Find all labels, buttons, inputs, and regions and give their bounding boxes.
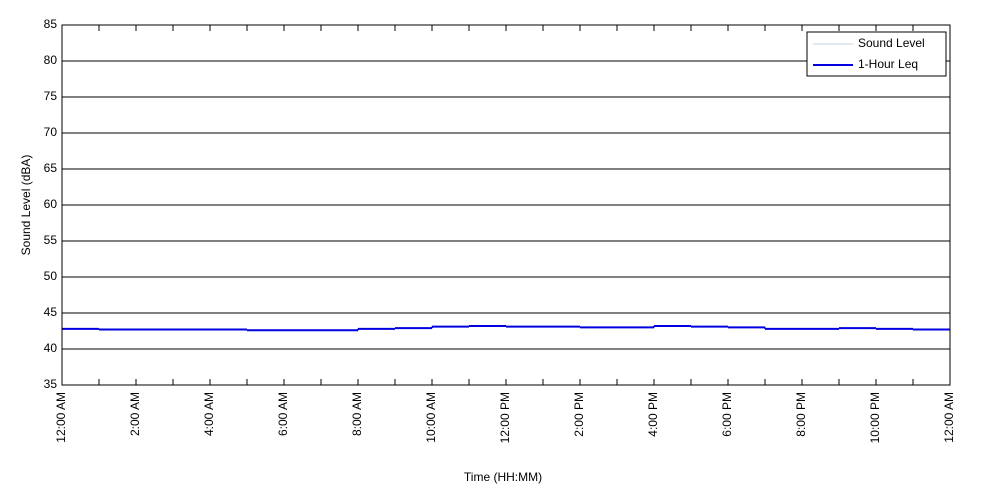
x-tick-label: 12:00 AM bbox=[54, 392, 68, 443]
x-tick-label: 2:00 AM bbox=[128, 392, 142, 436]
x-tick-label: 10:00 AM bbox=[424, 392, 438, 443]
x-tick-label: 10:00 PM bbox=[868, 392, 882, 443]
y-tick-label: 75 bbox=[44, 89, 58, 103]
x-tick-label: 6:00 PM bbox=[720, 392, 734, 437]
x-tick-label: 4:00 AM bbox=[202, 392, 216, 436]
y-tick-label: 80 bbox=[44, 53, 58, 67]
y-axis-label: Sound Level (dBA) bbox=[19, 155, 33, 256]
y-tick-label: 40 bbox=[44, 341, 58, 355]
y-tick-label: 65 bbox=[44, 161, 58, 175]
x-tick-label: 8:00 AM bbox=[350, 392, 364, 436]
x-tick-label: 12:00 AM bbox=[942, 392, 956, 443]
x-tick-label: 12:00 PM bbox=[498, 392, 512, 443]
y-tick-label: 50 bbox=[44, 269, 58, 283]
y-tick-label: 85 bbox=[44, 17, 58, 31]
y-tick-label: 35 bbox=[44, 377, 58, 391]
y-tick-label: 55 bbox=[44, 233, 58, 247]
legend-box bbox=[806, 31, 947, 77]
plot-frame bbox=[61, 24, 951, 386]
y-tick-label: 60 bbox=[44, 197, 58, 211]
y-tick-label: 70 bbox=[44, 125, 58, 139]
x-tick-label: 4:00 PM bbox=[646, 392, 660, 437]
x-tick-label: 8:00 PM bbox=[794, 392, 808, 437]
x-axis-label: Time (HH:MM) bbox=[464, 470, 542, 484]
x-tick-label: 6:00 AM bbox=[276, 392, 290, 436]
x-tick-label: 2:00 PM bbox=[572, 392, 586, 437]
legend-label: 1-Hour Leq bbox=[858, 57, 918, 71]
y-tick-label: 45 bbox=[44, 305, 58, 319]
legend-label: Sound Level bbox=[858, 36, 925, 50]
